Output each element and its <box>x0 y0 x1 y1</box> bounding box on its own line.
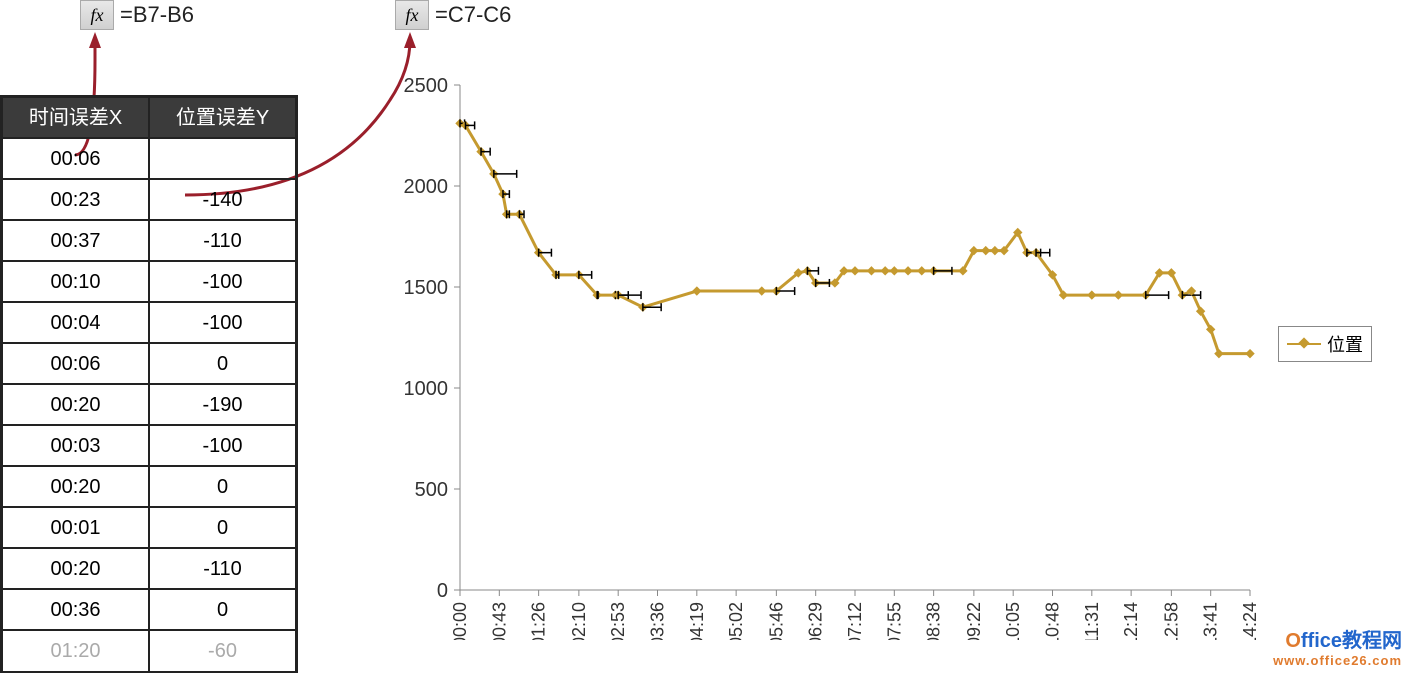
svg-text:09:22: 09:22 <box>964 602 984 640</box>
table-row: 00:04-100 <box>2 302 296 343</box>
svg-text:05:46: 05:46 <box>766 602 786 640</box>
watermark: Office教程网 www.office26.com <box>1273 624 1402 668</box>
svg-text:10:48: 10:48 <box>1043 602 1063 640</box>
svg-text:05:02: 05:02 <box>726 602 746 640</box>
svg-text:07:55: 07:55 <box>884 602 904 640</box>
table-row: 00:010 <box>2 507 296 548</box>
fx-button-right[interactable]: fx <box>395 0 429 30</box>
svg-text:04:19: 04:19 <box>687 602 707 640</box>
legend-marker <box>1287 343 1321 345</box>
svg-text:01:26: 01:26 <box>529 602 549 640</box>
svg-text:12:58: 12:58 <box>1161 602 1181 640</box>
chart-legend: 位置 <box>1278 326 1372 362</box>
table-row: 00:200 <box>2 466 296 507</box>
svg-text:08:38: 08:38 <box>924 602 944 640</box>
svg-text:03:36: 03:36 <box>648 602 668 640</box>
header-time: 时间误差X <box>2 97 149 138</box>
formula-right: =C7-C6 <box>435 2 511 28</box>
svg-text:00:43: 00:43 <box>489 602 509 640</box>
table-row: 00:10-100 <box>2 261 296 302</box>
svg-text:12:14: 12:14 <box>1121 602 1141 640</box>
svg-text:02:10: 02:10 <box>569 602 589 640</box>
table-row: 00:23-140 <box>2 179 296 220</box>
table-row: 00:20-110 <box>2 548 296 589</box>
svg-text:02:53: 02:53 <box>608 602 628 640</box>
svg-text:10:05: 10:05 <box>1003 602 1023 640</box>
svg-text:07:12: 07:12 <box>845 602 865 640</box>
svg-text:14:24: 14:24 <box>1240 602 1260 640</box>
table-row: 00:360 <box>2 589 296 630</box>
table-row: 00:37-110 <box>2 220 296 261</box>
svg-text:13:41: 13:41 <box>1201 602 1221 640</box>
svg-text:06:29: 06:29 <box>806 602 826 640</box>
svg-text:11:31: 11:31 <box>1082 602 1102 640</box>
error-table: 时间误差X 位置误差Y 00:0600:23-14000:37-11000:10… <box>0 95 298 673</box>
fx-button-left[interactable]: fx <box>80 0 114 30</box>
table-row: 00:20-190 <box>2 384 296 425</box>
table-row: 00:03-100 <box>2 425 296 466</box>
svg-text:00:00: 00:00 <box>450 602 470 640</box>
svg-text:1000: 1000 <box>404 378 449 400</box>
table-row: 00:06 <box>2 138 296 179</box>
svg-text:2000: 2000 <box>404 176 449 198</box>
svg-text:1500: 1500 <box>404 277 449 299</box>
table-row: 00:060 <box>2 343 296 384</box>
formula-left: =B7-B6 <box>120 2 194 28</box>
legend-label: 位置 <box>1327 331 1363 357</box>
position-chart: 0 500 1000 1500 2000 2500 00:00 00:43 01:26 02:10… <box>395 75 1265 640</box>
svg-text:0: 0 <box>437 580 448 602</box>
svg-text:2500: 2500 <box>404 75 449 97</box>
header-pos: 位置误差Y <box>149 97 296 138</box>
svg-text:500: 500 <box>415 479 448 501</box>
